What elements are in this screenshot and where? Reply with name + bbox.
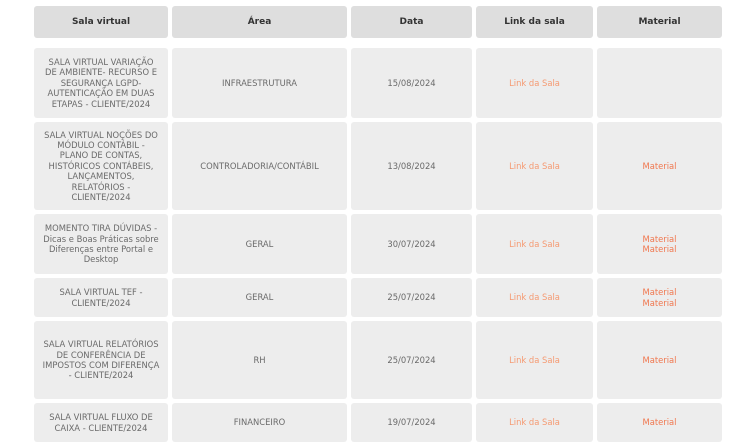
table-header-row: Sala virtual Área Data Link da sala Mate… (34, 6, 722, 38)
area-cell: GERAL (172, 278, 347, 317)
material-cell: Material Material (597, 214, 722, 274)
link-cell: Link da Sala (476, 48, 593, 118)
material-cell: Material (597, 321, 722, 399)
room-link[interactable]: Link da Sala (509, 292, 560, 303)
sala-cell: SALA VIRTUAL FLUXO DE CAIXA - CLIENTE/20… (34, 403, 168, 442)
date-cell: 19/07/2024 (351, 403, 472, 442)
material-link[interactable]: Material (642, 354, 677, 365)
table-row: SALA VIRTUAL FLUXO DE CAIXA - CLIENTE/20… (34, 403, 722, 442)
room-link[interactable]: Link da Sala (509, 160, 560, 171)
table-row: SALA VIRTUAL VARIAÇÃO DE AMBIENTE- RECUR… (34, 48, 722, 118)
date-cell: 13/08/2024 (351, 122, 472, 210)
header-material: Material (597, 6, 722, 38)
sala-cell: SALA VIRTUAL NOÇÕES DO MÓDULO CONTÁBIL -… (34, 122, 168, 210)
table-row: SALA VIRTUAL RELATÓRIOS DE CONFERÊNCIA D… (34, 321, 722, 399)
sala-cell: SALA VIRTUAL TEF - CLIENTE/2024 (34, 278, 168, 317)
room-link[interactable]: Link da Sala (509, 354, 560, 365)
link-cell: Link da Sala (476, 122, 593, 210)
virtual-rooms-table: Sala virtual Área Data Link da sala Mate… (30, 2, 726, 446)
link-cell: Link da Sala (476, 321, 593, 399)
link-cell: Link da Sala (476, 214, 593, 274)
area-cell: FINANCEIRO (172, 403, 347, 442)
material-link[interactable]: Material (642, 287, 677, 298)
header-link: Link da sala (476, 6, 593, 38)
material-cell: Material Material (597, 278, 722, 317)
sala-cell: SALA VIRTUAL RELATÓRIOS DE CONFERÊNCIA D… (34, 321, 168, 399)
table-row: MOMENTO TIRA DÚVIDAS - Dicas e Boas Prát… (34, 214, 722, 274)
sala-cell: MOMENTO TIRA DÚVIDAS - Dicas e Boas Prát… (34, 214, 168, 274)
link-cell: Link da Sala (476, 403, 593, 442)
room-link[interactable]: Link da Sala (509, 77, 560, 88)
material-cell: Material (597, 403, 722, 442)
area-cell: INFRAESTRUTURA (172, 48, 347, 118)
room-link[interactable]: Link da Sala (509, 238, 560, 249)
material-cell: Material (597, 122, 722, 210)
room-link[interactable]: Link da Sala (509, 417, 560, 428)
material-link[interactable]: Material (642, 244, 677, 254)
table-row: SALA VIRTUAL TEF - CLIENTE/2024 GERAL 25… (34, 278, 722, 317)
material-link[interactable]: Material (642, 417, 677, 428)
date-cell: 25/07/2024 (351, 321, 472, 399)
link-cell: Link da Sala (476, 278, 593, 317)
header-area: Área (172, 6, 347, 38)
date-cell: 25/07/2024 (351, 278, 472, 317)
area-cell: RH (172, 321, 347, 399)
header-data: Data (351, 6, 472, 38)
material-link[interactable]: Material (642, 297, 677, 308)
area-cell: CONTROLADORIA/CONTÁBIL (172, 122, 347, 210)
material-cell (597, 48, 722, 118)
date-cell: 30/07/2024 (351, 214, 472, 274)
area-cell: GERAL (172, 214, 347, 274)
table-row: SALA VIRTUAL NOÇÕES DO MÓDULO CONTÁBIL -… (34, 122, 722, 210)
date-cell: 15/08/2024 (351, 48, 472, 118)
material-link[interactable]: Material (642, 160, 677, 171)
material-link[interactable]: Material (642, 233, 677, 244)
sala-cell: SALA VIRTUAL VARIAÇÃO DE AMBIENTE- RECUR… (34, 48, 168, 118)
header-sala-virtual: Sala virtual (34, 6, 168, 38)
